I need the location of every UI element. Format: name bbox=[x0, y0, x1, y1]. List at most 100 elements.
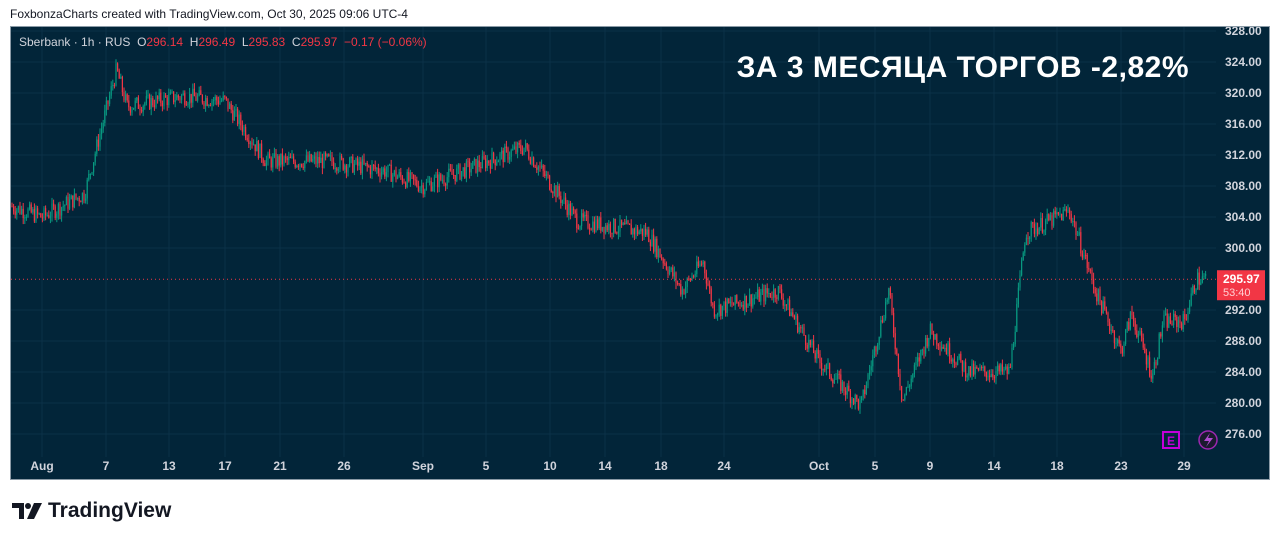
candle-body bbox=[457, 164, 459, 169]
candle-body bbox=[1190, 293, 1192, 306]
candle-body bbox=[989, 375, 991, 378]
candle-body bbox=[229, 103, 231, 109]
candle-body bbox=[389, 164, 391, 166]
candle-body bbox=[307, 155, 309, 162]
candle-body bbox=[1051, 215, 1053, 226]
candle-body bbox=[1014, 331, 1016, 345]
candle-body bbox=[104, 110, 106, 123]
candle-body bbox=[673, 272, 675, 277]
candle-body bbox=[225, 96, 227, 99]
candle-body bbox=[817, 349, 819, 354]
candle-body bbox=[517, 142, 519, 153]
candle-body bbox=[547, 174, 549, 176]
candle-body bbox=[741, 304, 743, 306]
candle-body bbox=[467, 161, 469, 163]
candle-body bbox=[958, 353, 960, 359]
candle-body bbox=[1109, 322, 1111, 331]
candle-body bbox=[729, 301, 731, 304]
candle-body bbox=[1019, 275, 1021, 288]
candle-body bbox=[1176, 316, 1178, 327]
candle-body bbox=[565, 197, 567, 205]
candle-body bbox=[473, 158, 475, 162]
candle-body bbox=[1137, 333, 1139, 338]
candle-body bbox=[1181, 323, 1183, 330]
candle-body bbox=[88, 173, 90, 180]
candle-body bbox=[789, 299, 791, 317]
candle-body bbox=[993, 376, 995, 379]
candle-body bbox=[560, 195, 562, 203]
candle-body bbox=[619, 219, 621, 232]
candle-body bbox=[944, 347, 946, 349]
candle-body bbox=[355, 158, 357, 164]
candle-body bbox=[406, 171, 408, 188]
candle-body bbox=[57, 204, 59, 214]
candle-body bbox=[878, 336, 880, 345]
candle-body bbox=[192, 88, 194, 103]
candle-body bbox=[611, 232, 613, 234]
candle-body bbox=[269, 153, 271, 159]
chart-credit: FoxbonzaCharts created with TradingView.… bbox=[10, 7, 408, 21]
candle-body bbox=[1205, 273, 1207, 276]
candle-body bbox=[237, 108, 239, 124]
candle-body bbox=[398, 172, 400, 177]
candle-body bbox=[349, 158, 351, 167]
candle-body bbox=[360, 161, 362, 174]
candle-body bbox=[361, 159, 363, 174]
candle-body bbox=[864, 389, 866, 394]
candle-body bbox=[931, 323, 933, 334]
candle-body bbox=[750, 294, 752, 307]
candle-body bbox=[1008, 367, 1010, 374]
candle-body bbox=[933, 333, 935, 340]
candle-body bbox=[502, 150, 504, 163]
candle-body bbox=[880, 320, 882, 337]
candle-body bbox=[286, 157, 288, 161]
candle-body bbox=[1065, 209, 1067, 212]
candle-body bbox=[995, 371, 997, 379]
candle-body bbox=[440, 174, 442, 180]
candle-body bbox=[163, 95, 165, 107]
candle-body bbox=[144, 103, 146, 106]
tradingview-logo[interactable]: TradingView bbox=[12, 499, 171, 523]
candle-body bbox=[1110, 329, 1112, 331]
candle-body bbox=[822, 369, 824, 371]
candle-body bbox=[533, 157, 535, 167]
candle-body bbox=[17, 206, 19, 210]
candle-body bbox=[216, 96, 218, 101]
candle-body bbox=[705, 273, 707, 284]
candle-body bbox=[950, 359, 952, 362]
candle-body bbox=[801, 327, 803, 329]
candle-body bbox=[1203, 275, 1205, 277]
price-chart[interactable]: Aug 7 13 17 21 26 Sep 5 10 14 18 24 Oct 5 9 14 18 23 29 328… bbox=[11, 27, 1269, 479]
candle-body bbox=[1105, 309, 1107, 313]
candle-body bbox=[81, 192, 83, 203]
y-tick-label: 320.00 bbox=[1225, 86, 1262, 100]
candle-body bbox=[840, 374, 842, 391]
candle-body bbox=[653, 234, 655, 252]
candle-body bbox=[1033, 223, 1035, 234]
candle-body bbox=[261, 143, 263, 160]
candle-body bbox=[1011, 347, 1013, 368]
candle-body bbox=[1032, 222, 1034, 224]
candle-body bbox=[309, 154, 311, 162]
candle-body bbox=[904, 394, 906, 400]
candle-body bbox=[344, 165, 346, 170]
candle-body bbox=[187, 103, 189, 105]
candle-body bbox=[1147, 357, 1149, 365]
last-price-badge bbox=[1217, 270, 1265, 301]
candle-body bbox=[510, 150, 512, 157]
candle-body bbox=[141, 110, 143, 112]
candle-body bbox=[917, 357, 919, 362]
candle-body bbox=[549, 175, 551, 190]
candle-body bbox=[982, 366, 984, 369]
candle-body bbox=[646, 229, 648, 235]
symbol-name[interactable]: Sberbank · 1h · RUS bbox=[19, 35, 131, 49]
candle-body bbox=[710, 288, 712, 304]
x-tick-label: 13 bbox=[162, 459, 176, 473]
candle-body bbox=[329, 155, 331, 157]
chart-panel[interactable]: Aug 7 13 17 21 26 Sep 5 10 14 18 24 Oct 5 9 14 18 23 29 328… bbox=[10, 26, 1270, 480]
candle-body bbox=[54, 206, 56, 218]
candle-body bbox=[641, 228, 643, 236]
candle-body bbox=[1062, 209, 1064, 221]
candle-body bbox=[27, 209, 29, 217]
candle-body bbox=[662, 258, 664, 264]
